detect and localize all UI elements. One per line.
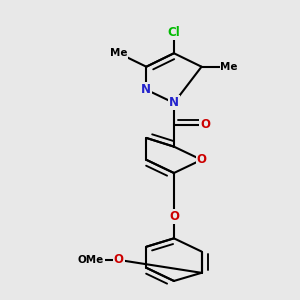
Text: O: O (200, 118, 210, 131)
Text: Me: Me (220, 62, 238, 72)
Text: OMe: OMe (78, 255, 104, 265)
Text: O: O (169, 210, 179, 223)
Text: N: N (141, 83, 151, 96)
Text: Cl: Cl (167, 26, 180, 39)
Text: N: N (169, 96, 179, 110)
Text: O: O (114, 254, 124, 266)
Text: O: O (196, 153, 206, 166)
Text: Me: Me (110, 48, 128, 58)
